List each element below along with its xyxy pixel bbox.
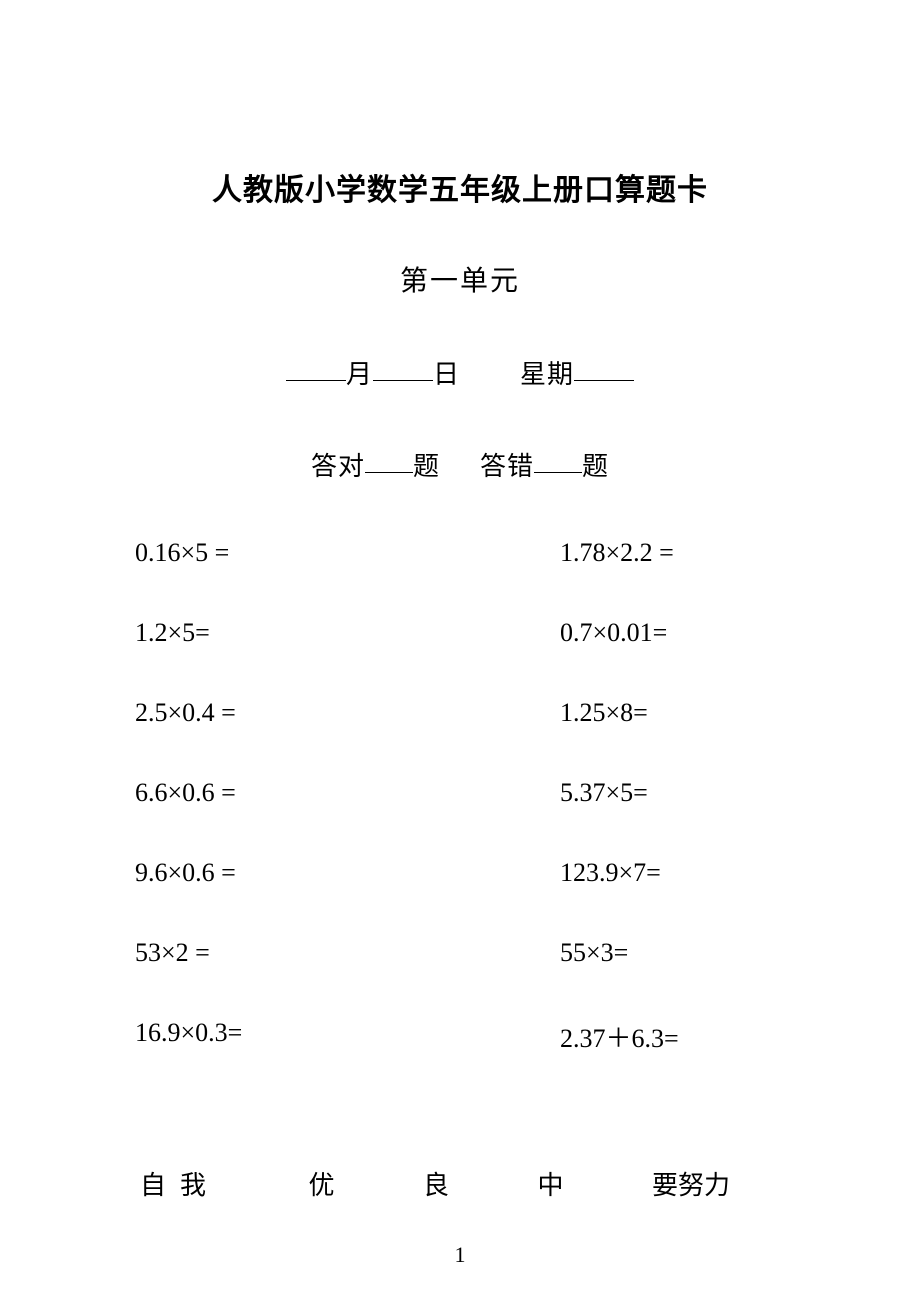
- page-number: 1: [130, 1242, 790, 1268]
- date-row: 月 日 星期: [130, 354, 790, 391]
- self-evaluation: 自我 优 良 中 要努力: [130, 1165, 790, 1202]
- problem-item: 2.5×0.4 =: [130, 698, 460, 728]
- main-title: 人教版小学数学五年级上册口算题卡: [130, 165, 790, 209]
- correct-suffix: 题: [413, 452, 440, 481]
- unit-title: 第一单元: [130, 259, 790, 299]
- problem-item: 2.37＋6.3=: [460, 1018, 790, 1055]
- correct-blank[interactable]: [365, 447, 413, 473]
- self-eval-option: 良: [423, 1165, 449, 1202]
- problem-item: 0.16×5 =: [130, 538, 460, 568]
- score-row: 答对 题 答错 题: [130, 446, 790, 483]
- month-blank[interactable]: [286, 355, 346, 381]
- month-label: 月: [346, 360, 373, 389]
- correct-prefix: 答对: [311, 452, 365, 481]
- problem-item: 0.7×0.01=: [460, 618, 790, 648]
- problem-item: 5.37×5=: [460, 778, 790, 808]
- day-blank[interactable]: [373, 355, 433, 381]
- problem-item: 1.2×5=: [130, 618, 460, 648]
- weekday-label: 星期: [520, 360, 574, 389]
- problem-item: 123.9×7=: [460, 858, 790, 888]
- day-label: 日: [433, 360, 460, 389]
- wrong-suffix: 题: [582, 452, 609, 481]
- problem-item: 55×3=: [460, 938, 790, 968]
- problem-item: 6.6×0.6 =: [130, 778, 460, 808]
- self-eval-option: 中: [537, 1165, 563, 1202]
- problem-item: 53×2 =: [130, 938, 460, 968]
- wrong-blank[interactable]: [534, 447, 582, 473]
- problem-item: 9.6×0.6 =: [130, 858, 460, 888]
- problem-item: 16.9×0.3=: [130, 1018, 460, 1055]
- problems-grid: 0.16×5 = 1.78×2.2 = 1.2×5= 0.7×0.01= 2.5…: [130, 538, 790, 1055]
- problem-item: 1.78×2.2 =: [460, 538, 790, 568]
- wrong-prefix: 答错: [480, 452, 534, 481]
- self-eval-option: 优: [308, 1165, 334, 1202]
- problem-item: 1.25×8=: [460, 698, 790, 728]
- weekday-blank[interactable]: [574, 355, 634, 381]
- self-eval-label: 自我: [140, 1165, 220, 1202]
- self-eval-option: 要努力: [652, 1165, 730, 1202]
